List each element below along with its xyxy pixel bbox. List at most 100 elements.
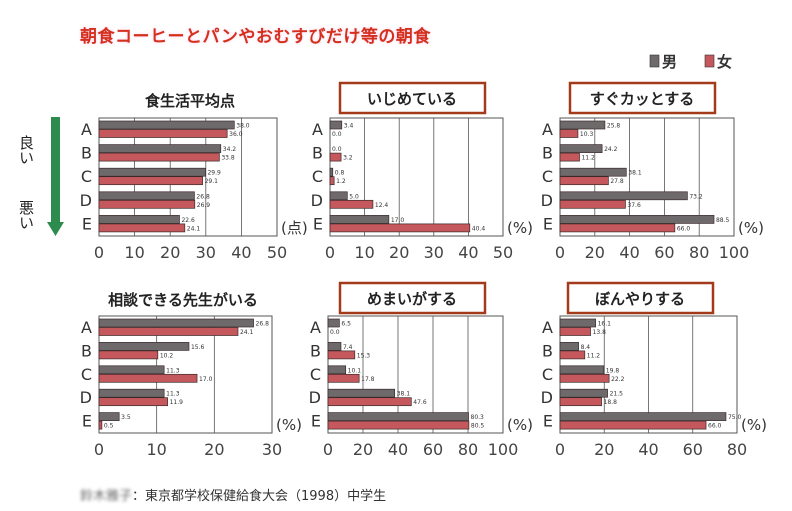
- female-bar: [98, 223, 186, 233]
- male-bar: [98, 412, 120, 421]
- male-bar: [559, 215, 715, 224]
- male-bar: [327, 388, 396, 398]
- chart-title: いじめている: [367, 90, 457, 108]
- category-label: B: [81, 341, 92, 360]
- x-tick-label: 60: [423, 440, 443, 459]
- category-label: C: [81, 167, 92, 186]
- female-bar: [327, 420, 470, 430]
- value-label: 10.2: [160, 352, 174, 359]
- x-tick-label: 0: [555, 440, 565, 459]
- male-bar: [98, 388, 165, 398]
- value-label: 15.3: [357, 352, 371, 359]
- female-bar: [329, 223, 471, 233]
- x-tick-label: 10: [124, 243, 144, 262]
- category-label: D: [309, 388, 321, 407]
- value-label: 66.0: [708, 423, 722, 430]
- female-bar: [559, 327, 591, 336]
- female-bar: [559, 397, 602, 407]
- value-label: 38.1: [397, 391, 411, 398]
- x-tick-label: 0: [94, 243, 104, 262]
- male-bar: [329, 120, 343, 130]
- value-label: 16.1: [598, 321, 612, 328]
- value-label: 47.6: [413, 399, 427, 406]
- female-bar: [98, 373, 198, 383]
- x-tick-label: 20: [160, 243, 180, 262]
- male-bar: [98, 120, 235, 130]
- x-tick-label: 0: [323, 440, 333, 459]
- female-bar: [98, 176, 203, 186]
- female-bar: [329, 152, 342, 162]
- value-label: 24.1: [187, 225, 201, 232]
- category-label: E: [313, 214, 323, 233]
- chart-title: すぐカッとする: [590, 90, 695, 108]
- category-label: B: [310, 341, 321, 360]
- unit-label: (%): [507, 416, 533, 434]
- chart-5: ぼんやりする 0 20 40 60 80 (%) A 16.113.8 B 8.411.2 C 19.8…: [541, 281, 767, 459]
- male-bar: [327, 365, 347, 375]
- x-tick-label: 30: [196, 243, 216, 262]
- value-label: 12.4: [375, 202, 389, 209]
- value-label: 26.8: [196, 193, 210, 200]
- female-bar: [98, 397, 168, 407]
- x-tick-label: 80: [689, 243, 709, 262]
- female-bar: [559, 420, 707, 430]
- chart-title-box: [338, 281, 487, 315]
- female-bar: [327, 373, 360, 383]
- value-label: 3.4: [344, 123, 354, 130]
- value-label: 66.0: [677, 225, 691, 232]
- label-good: 良い: [17, 135, 35, 165]
- x-tick-label: 10: [146, 440, 166, 459]
- value-label: 5.0: [349, 193, 359, 200]
- value-label: 29.9: [207, 170, 221, 177]
- male-bar: [559, 144, 603, 153]
- male-bar: [329, 167, 334, 177]
- unit-label: (点): [281, 219, 308, 237]
- value-label: 40.4: [472, 225, 486, 232]
- value-label: 10.3: [580, 131, 594, 138]
- category-label: E: [543, 214, 553, 233]
- category-label: A: [312, 120, 323, 139]
- value-label: 29.1: [205, 178, 219, 185]
- female-bar: [327, 397, 412, 407]
- value-label: 22.2: [611, 376, 625, 383]
- value-label: 17.8: [361, 376, 375, 383]
- value-label: 0.0: [330, 329, 340, 336]
- female-bar: [559, 199, 626, 209]
- value-label: 11.3: [166, 367, 180, 374]
- value-label: 26.9: [197, 202, 211, 209]
- category-label: D: [80, 191, 92, 210]
- female-bar: [98, 420, 103, 430]
- male-bar: [559, 342, 579, 351]
- category-label: A: [310, 318, 321, 337]
- value-label: 73.2: [689, 193, 703, 200]
- category-label: C: [310, 365, 321, 384]
- male-bar: [98, 318, 254, 328]
- value-label: 75.0: [728, 414, 742, 421]
- value-label: 6.5: [341, 321, 351, 328]
- value-label: 0.0: [332, 131, 342, 138]
- x-tick-label: 10: [354, 243, 374, 262]
- x-tick-label: 20: [353, 440, 373, 459]
- value-label: 3.2: [343, 155, 353, 162]
- value-label: 24.2: [604, 146, 618, 153]
- x-tick-label: 80: [458, 440, 478, 459]
- male-bar: [98, 365, 165, 375]
- value-label: 1.2: [336, 178, 346, 185]
- value-label: 25.8: [607, 123, 621, 130]
- male-bar: [559, 388, 608, 398]
- female-bar: [98, 152, 220, 162]
- male-bar: [98, 342, 190, 351]
- value-label: 8.4: [581, 344, 591, 351]
- value-label: 0.0: [332, 146, 342, 153]
- unit-label: (%): [507, 219, 533, 237]
- male-bar: [98, 167, 206, 177]
- category-label: B: [542, 341, 553, 360]
- legend-female-swatch: [704, 54, 715, 68]
- main-title: 朝食コーヒーとパンやおむすびだけ等の朝食: [80, 27, 431, 47]
- category-label: C: [542, 167, 553, 186]
- chart-3: 相談できる先生がいる 0 10 20 30 (%) A 26.824.1 B 15.6 10.2 C 1…: [80, 291, 302, 459]
- female-bar: [559, 152, 580, 162]
- chart-4: めまいがする 0 20 40 60 80 100 (%) A 6.50.0 B 7.4 15.3 C 10.…: [309, 281, 533, 459]
- category-label: D: [311, 191, 323, 210]
- x-tick-label: 40: [231, 243, 251, 262]
